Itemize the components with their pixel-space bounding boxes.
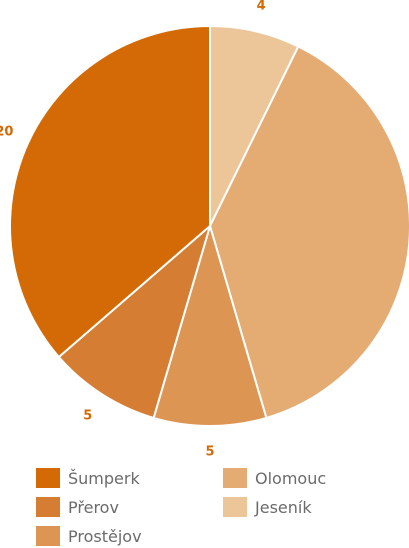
legend-label-jesenik: Jeseník [255,497,312,517]
legend-swatch-prostejov [36,526,60,546]
pie-slice-prerov [57,223,212,420]
pie-slice-sumperk [9,24,211,359]
pie-chart: 4215520 [0,0,409,460]
legend-item-olomouc: Olomouc [223,466,326,490]
legend-item-sumperk: Šumperk [36,466,140,490]
legend: Šumperk Přerov Prostějov Olomouc Jeseník [36,462,376,548]
legend-label-sumperk: Šumperk [68,468,140,488]
data-label-prerov: 5 [83,409,92,424]
legend-label-olomouc: Olomouc [255,468,327,488]
data-label-sumperk: 20 [0,125,13,140]
legend-item-prostejov: Prostějov [36,524,142,548]
legend-swatch-jesenik [223,497,247,517]
pie-slice-olomouc [208,45,409,420]
legend-item-prerov: Přerov [36,495,119,519]
legend-label-prostejov: Prostějov [68,526,142,546]
legend-swatch-olomouc [223,468,247,488]
legend-swatch-sumperk [36,468,60,488]
pie-slice-prostejov [152,222,268,427]
legend-item-jesenik: Jeseník [223,495,312,519]
data-label-jesenik: 4 [257,0,266,13]
legend-swatch-prerov [36,497,60,517]
data-label-prostejov: 5 [205,445,214,460]
legend-label-prerov: Přerov [68,497,119,517]
